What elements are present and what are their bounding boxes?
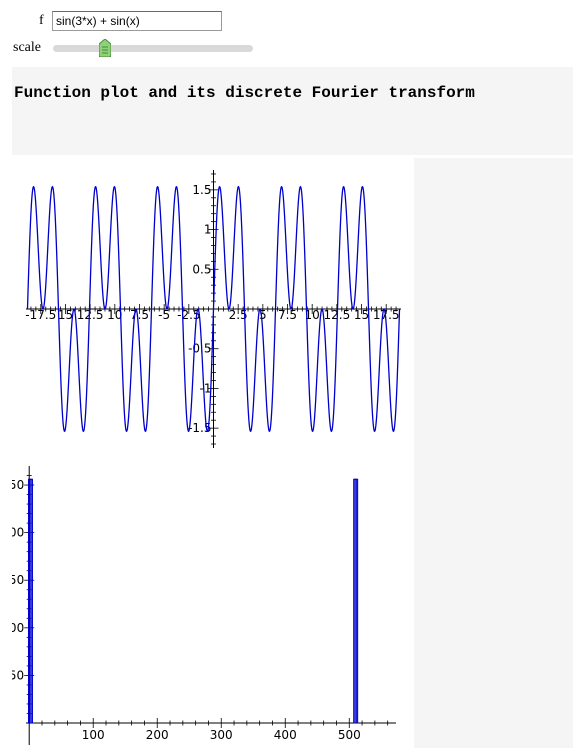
plot1-x-tick-label: 10: [305, 308, 320, 322]
plot2-y-tick-label: 200: [12, 526, 24, 540]
slider-thumb-icon: [99, 39, 111, 57]
plot-title: Function plot and its discrete Fourier t…: [14, 84, 475, 102]
plot2-y-tick-label: 50: [12, 668, 24, 682]
plot2-x-tick-label: 200: [146, 728, 169, 742]
plot1-y-tick-label: -1: [200, 381, 212, 395]
scale-slider-thumb[interactable]: [99, 39, 111, 57]
plot2-bar: [354, 478, 359, 723]
title-panel: Function plot and its discrete Fourier t…: [12, 67, 573, 155]
plot1-x-tick-label: 15: [58, 308, 73, 322]
plot1-x-tick-label: 5: [259, 308, 267, 322]
plot1-x-tick-label: 7.5: [278, 308, 297, 322]
plot1-x-tick-label: 10: [107, 308, 122, 322]
charts-svg: -17.5 15 12.5 10 7.5 -5 -2.5 2.5 5 7.5 10 12.5 15 17.…: [12, 170, 401, 745]
plot2-y-tick-label: 100: [12, 621, 24, 635]
plot1-y-tick-label: 1.5: [192, 183, 211, 197]
plot1-x-tick-label: -5: [158, 308, 170, 322]
plot1-y-tick-label: 1: [204, 223, 212, 237]
plot1-x-tick-label: 17.5: [373, 308, 400, 322]
plot-area: -17.5 15 12.5 10 7.5 -5 -2.5 2.5 5 7.5 10 12.5 15 17.…: [12, 158, 413, 748]
scale-label: scale: [13, 40, 41, 55]
plot2-bar: [29, 478, 33, 723]
plot1-x-tick-label: 12.5: [77, 308, 104, 322]
plot2-y-tick-label: 250: [12, 478, 24, 492]
plot1-x-tick-label: 2.5: [229, 308, 248, 322]
plot2-x-tick-label: 400: [274, 728, 297, 742]
plot1-x-tick-label: -17.5: [25, 308, 56, 322]
right-panel: [414, 158, 573, 748]
plot1-y-tick-label: -0.5: [188, 342, 211, 356]
plot1-x-tick-label: 15: [354, 308, 369, 322]
scale-slider[interactable]: [53, 39, 253, 57]
plot1-x-tick-label: 7.5: [130, 308, 149, 322]
plot2-x-tick-label: 100: [82, 728, 105, 742]
plot1-y-tick-label: 0.5: [192, 262, 211, 276]
f-label: f: [39, 13, 44, 28]
plot2-x-tick-label: 300: [210, 728, 233, 742]
function-input[interactable]: [52, 11, 222, 31]
plot1-series-line: [26, 185, 401, 433]
controls-panel: f scale: [0, 0, 573, 62]
plot2-x-tick-label: 500: [338, 728, 361, 742]
plot2-y-tick-label: 150: [12, 573, 24, 587]
